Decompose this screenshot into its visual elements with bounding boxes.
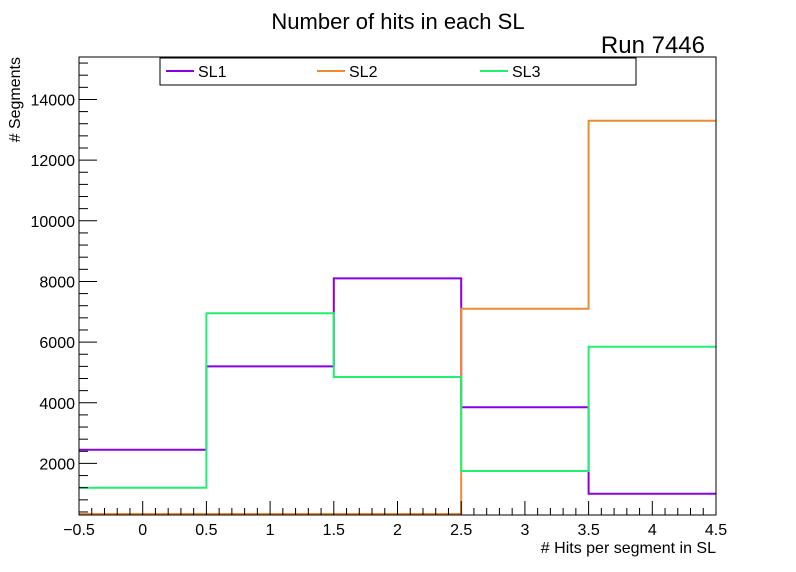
x-tick-label: 1 (266, 522, 275, 539)
x-tick-label: 1.5 (323, 522, 345, 539)
y-tick-label: 8000 (39, 274, 75, 291)
series-lines (79, 119, 716, 515)
legend-label-sl3: SL3 (512, 64, 541, 81)
x-tick-label: 3 (520, 522, 529, 539)
legend-label-sl2: SL2 (349, 64, 378, 81)
series-line-sl3 (79, 312, 716, 489)
plot-frame (78, 56, 717, 516)
y-axis: 2000 4000 6000 8000 10000 12000 14000 (31, 62, 97, 513)
legend: SL1 SL2 SL3 (159, 57, 637, 86)
x-tick-label: 3.5 (577, 522, 599, 539)
x-tick-label: 4 (648, 522, 657, 539)
x-tick-label: 2 (393, 522, 402, 539)
y-tick-label: 10000 (31, 214, 76, 231)
series-line-sl1 (79, 277, 716, 495)
x-tick-label: 0 (138, 522, 147, 539)
legend-label-sl1: SL1 (198, 64, 227, 81)
chart-title: Number of hits in each SL (271, 9, 524, 34)
x-tick-label: −0.5 (63, 522, 95, 539)
run-annotation: Run 7446 (601, 32, 705, 59)
y-tick-label: 6000 (39, 335, 75, 352)
y-tick-label: 12000 (31, 153, 76, 170)
y-axis-label: # Segments (7, 57, 24, 142)
y-tick-label: 2000 (39, 456, 75, 473)
x-tick-label: 2.5 (450, 522, 472, 539)
x-tick-label: 4.5 (705, 522, 727, 539)
x-axis: −0.5 0 0.5 1 1.5 2 2.5 3 3.5 4 4.5 (63, 501, 727, 539)
y-tick-label: 14000 (31, 92, 76, 109)
legend-box (159, 57, 637, 86)
series-line-sl2 (79, 119, 716, 515)
x-axis-label: # Hits per segment in SL (541, 540, 716, 557)
y-tick-label: 4000 (39, 396, 75, 413)
x-tick-label: 0.5 (195, 522, 217, 539)
